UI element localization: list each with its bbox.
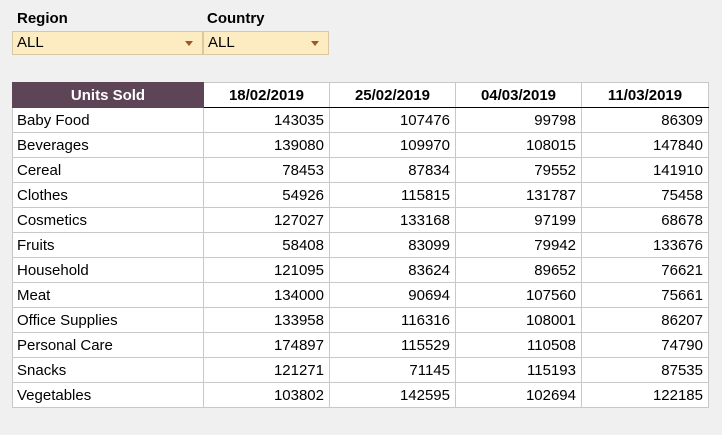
units-sold-cell: 78453 (203, 157, 330, 183)
units-sold-cell: 68678 (581, 207, 709, 233)
units-sold-cell: 133958 (203, 307, 330, 333)
product-category-cell: Vegetables (12, 382, 204, 408)
table-row: Office Supplies 133958 116316 108001 86207 (12, 307, 709, 333)
table-row: Household 121095 83624 89652 76621 (12, 257, 709, 283)
units-sold-cell: 143035 (203, 107, 330, 133)
product-category-cell: Snacks (12, 357, 204, 383)
units-sold-cell: 116316 (329, 307, 456, 333)
units-sold-cell: 103802 (203, 382, 330, 408)
table-row: Personal Care 174897 115529 110508 74790 (12, 332, 709, 358)
units-sold-cell: 86207 (581, 307, 709, 333)
region-dropdown-value: ALL (17, 34, 44, 51)
units-sold-cell: 97199 (455, 207, 582, 233)
units-sold-cell: 79942 (455, 232, 582, 258)
product-category-cell: Personal Care (12, 332, 204, 358)
units-sold-table: Units Sold 18/02/2019 25/02/2019 04/03/2… (12, 82, 709, 408)
product-category-cell: Meat (12, 282, 204, 308)
units-sold-cell: 141910 (581, 157, 709, 183)
chevron-down-icon[interactable] (185, 41, 193, 46)
units-sold-cell: 86309 (581, 107, 709, 133)
units-sold-cell: 83624 (329, 257, 456, 283)
table-row: Meat 134000 90694 107560 75661 (12, 282, 709, 308)
table-body: Baby Food 143035 107476 99798 86309 Beverages… (12, 107, 709, 408)
chevron-down-icon[interactable] (311, 41, 319, 46)
units-sold-cell: 75661 (581, 282, 709, 308)
units-sold-cell: 174897 (203, 332, 330, 358)
units-sold-cell: 121095 (203, 257, 330, 283)
table-row: Vegetables 103802 142595 102694 122185 (12, 382, 709, 408)
date-header: 25/02/2019 (329, 82, 456, 108)
units-sold-cell: 110508 (455, 332, 582, 358)
country-dropdown-value: ALL (208, 34, 235, 51)
product-category-cell: Baby Food (12, 107, 204, 133)
date-header: 04/03/2019 (455, 82, 582, 108)
product-category-cell: Beverages (12, 132, 204, 158)
region-dropdown[interactable]: ALL (12, 31, 203, 55)
units-sold-cell: 122185 (581, 382, 709, 408)
units-sold-cell: 139080 (203, 132, 330, 158)
table-row: Snacks 121271 71145 115193 87535 (12, 357, 709, 383)
table-row: Clothes 54926 115815 131787 75458 (12, 182, 709, 208)
product-category-cell: Fruits (12, 232, 204, 258)
table-row: Beverages 139080 109970 108015 147840 (12, 132, 709, 158)
units-sold-cell: 54926 (203, 182, 330, 208)
date-header: 11/03/2019 (581, 82, 709, 108)
units-sold-cell: 75458 (581, 182, 709, 208)
units-sold-cell: 107476 (329, 107, 456, 133)
table-row: Baby Food 143035 107476 99798 86309 (12, 107, 709, 133)
units-sold-cell: 127027 (203, 207, 330, 233)
table-row: Fruits 58408 83099 79942 133676 (12, 232, 709, 258)
units-sold-cell: 133676 (581, 232, 709, 258)
units-sold-cell: 115529 (329, 332, 456, 358)
units-sold-cell: 74790 (581, 332, 709, 358)
units-sold-cell: 79552 (455, 157, 582, 183)
product-category-cell: Cosmetics (12, 207, 204, 233)
units-sold-cell: 108001 (455, 307, 582, 333)
product-category-cell: Cereal (12, 157, 204, 183)
units-sold-cell: 83099 (329, 232, 456, 258)
units-sold-cell: 87834 (329, 157, 456, 183)
product-category-cell: Office Supplies (12, 307, 204, 333)
units-sold-cell: 71145 (329, 357, 456, 383)
units-sold-cell: 147840 (581, 132, 709, 158)
units-sold-cell: 121271 (203, 357, 330, 383)
units-sold-cell: 133168 (329, 207, 456, 233)
units-sold-cell: 109970 (329, 132, 456, 158)
units-sold-cell: 107560 (455, 282, 582, 308)
units-sold-table-container: Units Sold 18/02/2019 25/02/2019 04/03/2… (12, 82, 709, 408)
units-sold-cell: 87535 (581, 357, 709, 383)
units-sold-cell: 131787 (455, 182, 582, 208)
units-sold-cell: 90694 (329, 282, 456, 308)
country-dropdown[interactable]: ALL (203, 31, 329, 55)
units-sold-cell: 76621 (581, 257, 709, 283)
product-category-cell: Household (12, 257, 204, 283)
table-row: Cereal 78453 87834 79552 141910 (12, 157, 709, 183)
units-sold-cell: 102694 (455, 382, 582, 408)
units-sold-cell: 58408 (203, 232, 330, 258)
country-label: Country (207, 10, 265, 27)
units-sold-cell: 134000 (203, 282, 330, 308)
units-sold-cell: 115193 (455, 357, 582, 383)
table-row: Cosmetics 127027 133168 97199 68678 (12, 207, 709, 233)
product-category-cell: Clothes (12, 182, 204, 208)
region-label: Region (17, 10, 68, 27)
table-header-row: Units Sold 18/02/2019 25/02/2019 04/03/2… (12, 82, 709, 108)
units-sold-header: Units Sold (12, 82, 204, 108)
units-sold-cell: 115815 (329, 182, 456, 208)
units-sold-cell: 89652 (455, 257, 582, 283)
units-sold-cell: 99798 (455, 107, 582, 133)
date-header: 18/02/2019 (203, 82, 330, 108)
units-sold-cell: 142595 (329, 382, 456, 408)
units-sold-cell: 108015 (455, 132, 582, 158)
